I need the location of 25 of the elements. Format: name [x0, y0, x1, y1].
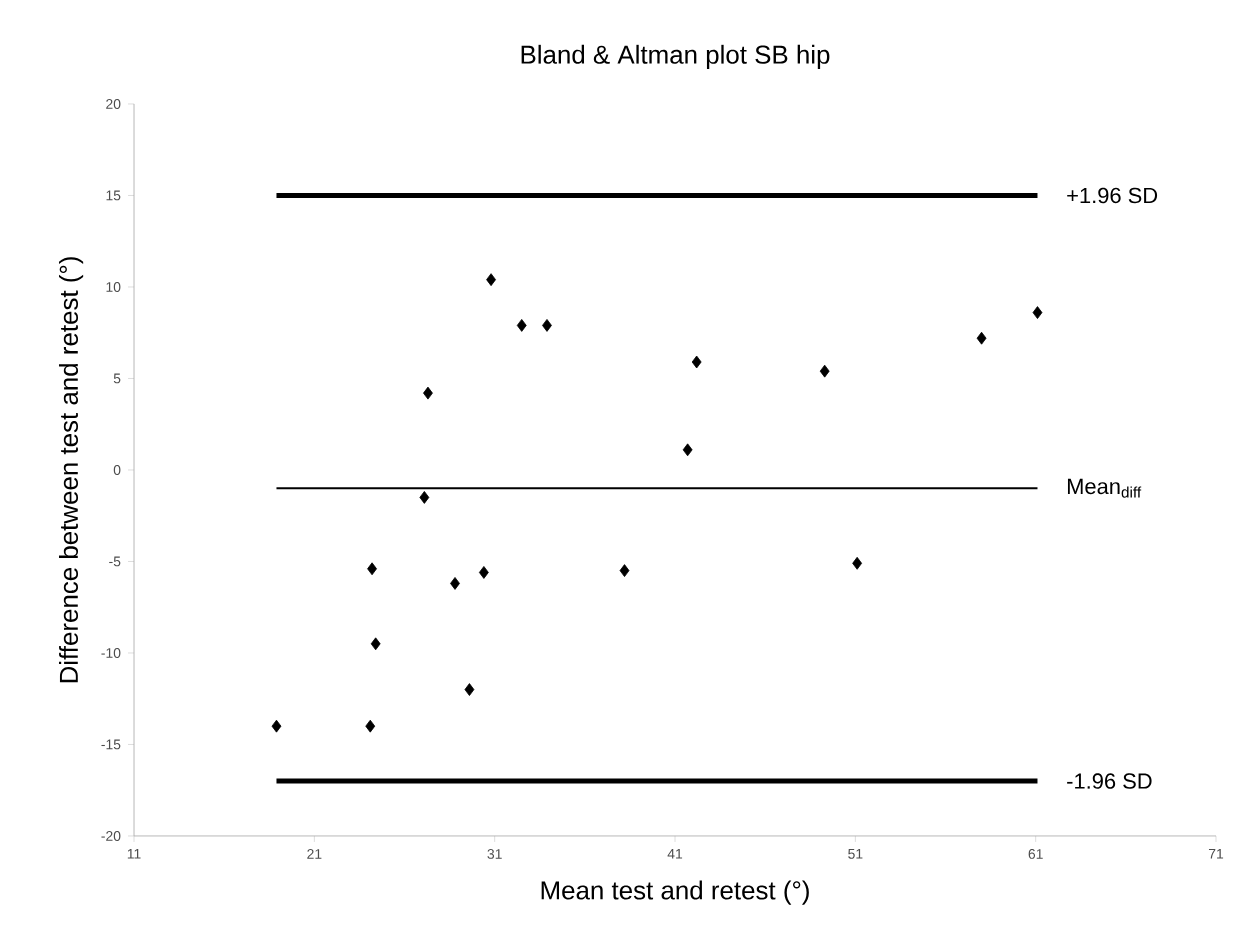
point	[450, 577, 460, 590]
point	[486, 273, 496, 287]
point	[682, 443, 693, 457]
y-axis-title: Difference between test and retest (°)	[58, 257, 84, 683]
point	[976, 331, 987, 345]
point	[419, 491, 430, 504]
ref-line-label: +1.96 SD	[1067, 187, 1158, 204]
point	[365, 719, 376, 733]
point	[370, 637, 381, 651]
point	[619, 564, 630, 578]
chart-title: Bland & Altman plot SB hip	[521, 44, 830, 69]
point	[1032, 306, 1043, 319]
point	[542, 319, 552, 332]
ref-line-label: Mean$_{diff}$	[1067, 478, 1142, 498]
point	[691, 355, 702, 369]
point	[423, 386, 433, 400]
point	[819, 364, 830, 378]
point	[271, 719, 282, 733]
point	[367, 562, 377, 576]
point	[516, 319, 527, 332]
point	[478, 566, 489, 579]
ref-line-label: -1.96 SD	[1067, 773, 1152, 789]
point	[464, 683, 475, 696]
point	[852, 556, 863, 570]
x-axis-title: Mean test and retest (°)	[541, 880, 809, 905]
